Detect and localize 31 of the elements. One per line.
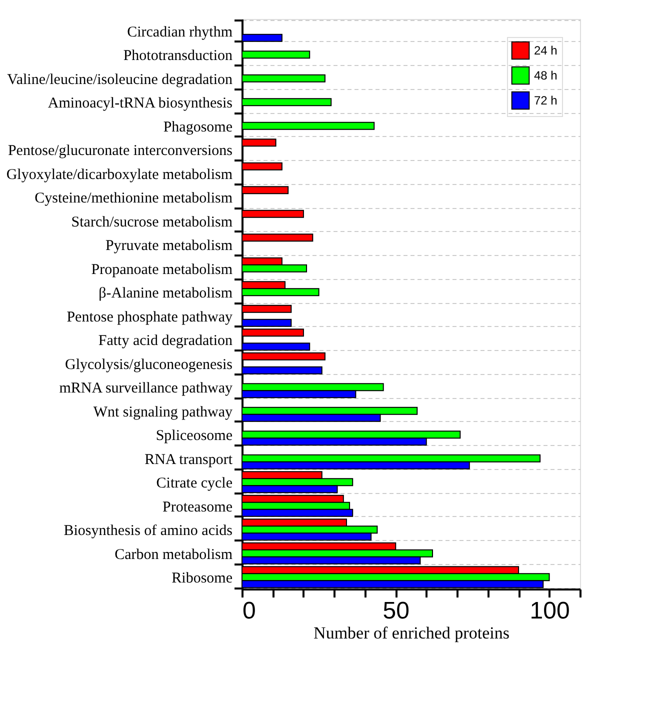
y-tick-label: Biosynthesis of amino acids — [64, 523, 233, 540]
x-tick-label: 50 — [382, 598, 410, 624]
y-tick-label: Phototransduction — [123, 48, 233, 64]
y-tick-label: Pentose phosphate pathway — [66, 309, 233, 326]
y-tick-label: RNA transport — [144, 452, 234, 468]
y-tick-label: Ribosome — [172, 570, 233, 587]
y-tick-label: Glycolysis/gluconeogenesis — [65, 356, 233, 373]
y-tick-label: Propanoate metabolism — [91, 262, 233, 278]
y-tick-label: Glyoxylate/dicarboxylate metabolism — [6, 166, 233, 183]
y-tick-label: β-Alanine metabolism — [98, 286, 233, 302]
y-tick-label: Starch/sucrose metabolism — [71, 214, 233, 230]
x-tick-label: 0 — [242, 598, 256, 624]
legend-label: 24 h — [534, 44, 558, 58]
y-tick-label: Valine/leucine/isoleucine degradation — [7, 72, 233, 88]
y-tick-label: Wnt signaling pathway — [93, 404, 233, 420]
y-tick-label: Circadian rhythm — [127, 24, 233, 40]
legend-label: 48 h — [534, 68, 558, 82]
y-tick-label: Pentose/glucuronate interconversions — [8, 143, 233, 160]
y-tick-label: Carbon metabolism — [114, 546, 233, 563]
y-tick-label: Spliceosome — [156, 428, 233, 444]
legend-label: 72 h — [534, 94, 558, 108]
x-axis-title: Number of enriched proteins — [314, 624, 510, 642]
y-tick-label: mRNA surveillance pathway — [59, 380, 233, 397]
y-tick-label: Cysteine/methionine metabolism — [34, 190, 233, 207]
y-tick-label: Aminoacyl-tRNA biosynthesis — [48, 96, 233, 112]
x-tick-label: 100 — [530, 598, 570, 624]
y-tick-label: Citrate cycle — [156, 476, 233, 492]
y-tick-label: Proteasome — [162, 499, 233, 516]
y-tick-label: Phagosome — [163, 119, 233, 136]
y-tick-label: Pyruvate metabolism — [105, 238, 233, 254]
y-tick-label: Fatty acid degradation — [98, 333, 233, 350]
